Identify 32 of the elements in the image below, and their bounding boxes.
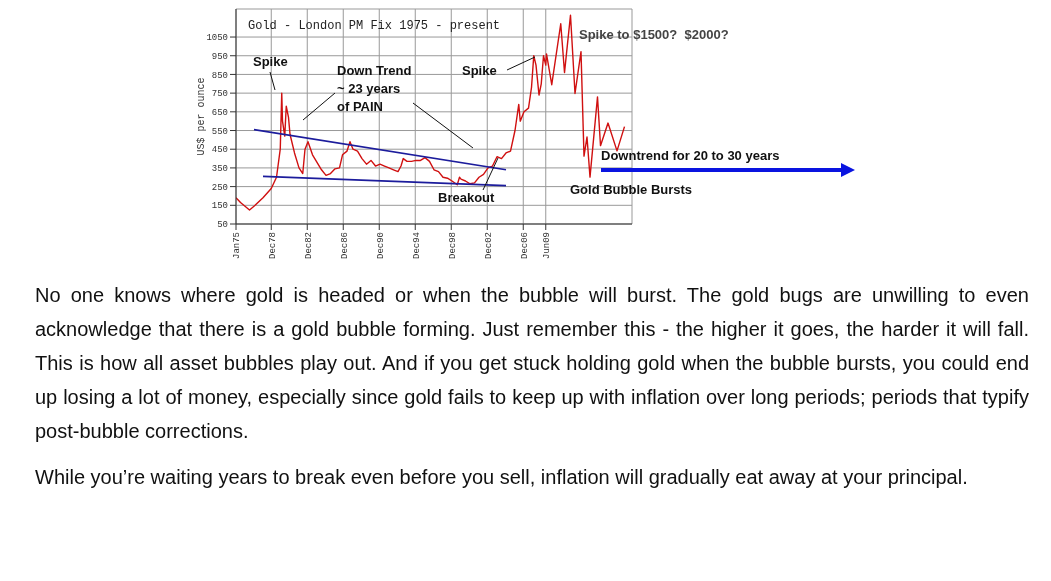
y-tick-label: 850	[211, 70, 228, 81]
text: Gold - London PM Fix 1975 - present	[248, 19, 501, 33]
x-tick-label: Dec06	[519, 232, 530, 260]
y-tick-label: 1050	[206, 33, 228, 44]
annotation: Spike	[253, 54, 288, 70]
x-tick-label: Dec90	[375, 232, 386, 260]
annotation: Down Trend ~ 23 years of PAIN	[337, 62, 412, 116]
x-tick-label: Dec98	[447, 232, 458, 260]
y-tick-label: 950	[211, 51, 228, 62]
annotation: Spike to $1500? $2000?	[579, 27, 729, 43]
x-tick-label: Jan75	[232, 232, 243, 260]
y-tick-label: 550	[211, 126, 228, 137]
annotation: Spike	[462, 63, 497, 79]
x-tick-label: Dec94	[411, 232, 422, 260]
annotation: Breakout	[438, 190, 495, 206]
y-tick-label: 250	[211, 182, 228, 193]
x-tick-label: Dec02	[483, 232, 494, 260]
text: While you’re waiting years to break even before you sell, inflation will gradually eat away at your principal.	[35, 465, 969, 490]
y-tick-label: 50	[217, 220, 228, 231]
y-tick-label: 450	[211, 145, 228, 156]
x-tick-label: Dec82	[303, 232, 314, 260]
x-tick-label: Jun09	[542, 232, 553, 260]
y-axis-title: US$ per ounce	[195, 77, 207, 156]
x-tick-label: Dec78	[267, 232, 278, 260]
y-tick-label: 150	[211, 201, 228, 212]
y-tick-label: 650	[211, 108, 228, 119]
text: No one knows where gold is headed or when the bubble will burst. The gold bugs are unwilling to even acknowledge that there is a gold bubble forming. Just remember this - the higher it goes, the harder it will fall. This is how all asset bubbles play out. And if you get stuck holding gold when the bubble bursts, you could end up losing a lot of money, especially since gold fails to keep up with inflation over long periods; periods that typify post-bubble corrections.	[35, 283, 1029, 444]
x-tick-label: Dec86	[339, 232, 350, 260]
y-tick-label: 750	[211, 89, 228, 100]
y-tick-label: 350	[211, 164, 228, 175]
annotation: Downtrend for 20 to 30 years	[601, 148, 780, 164]
annotation: Gold Bubble Bursts	[570, 182, 693, 198]
